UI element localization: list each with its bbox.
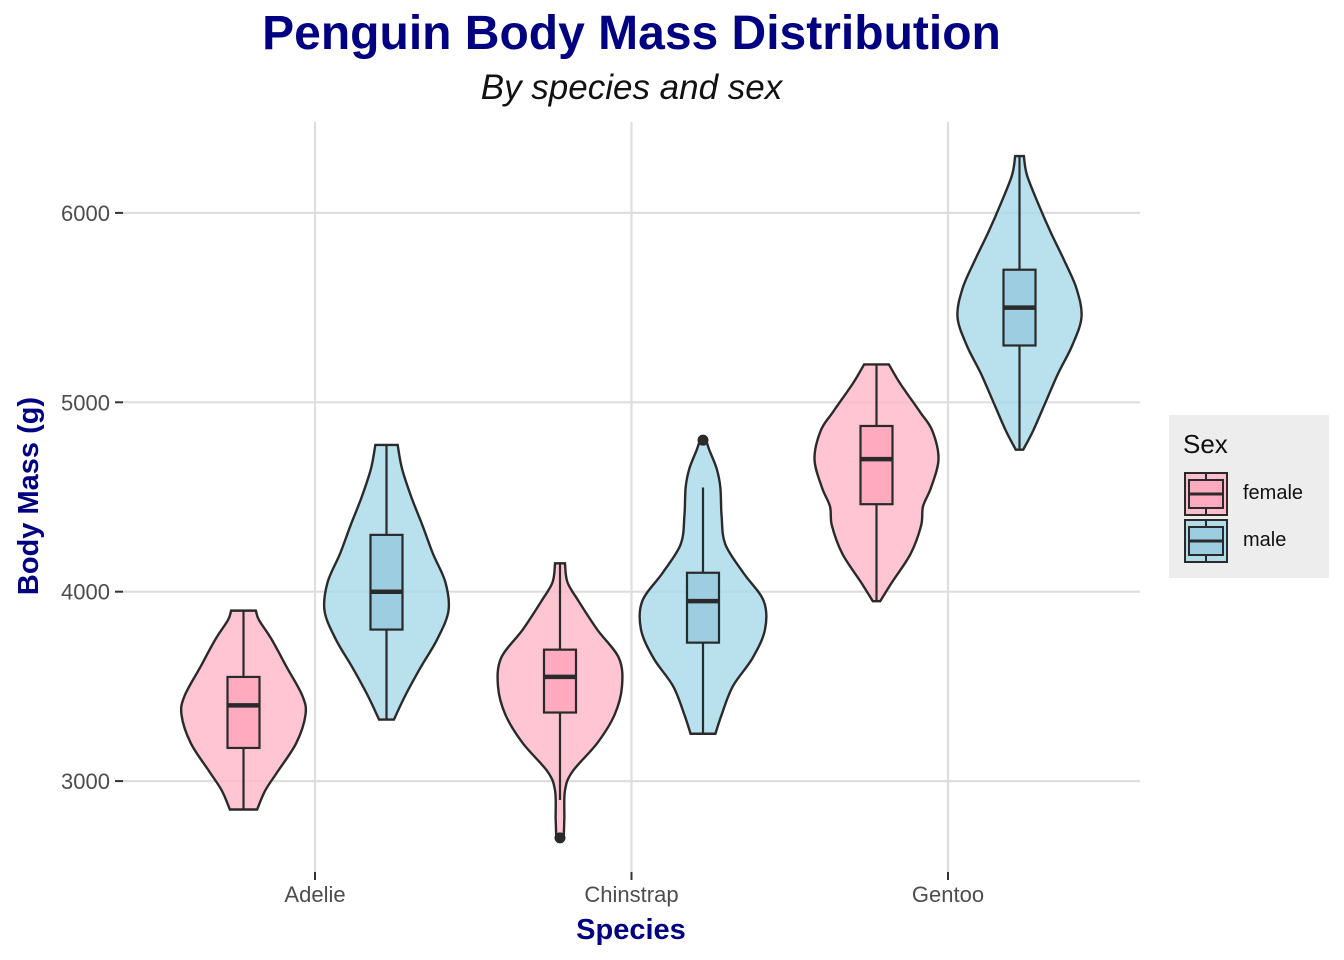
legend-label-male: male [1243, 529, 1287, 551]
y-tick-label: 4000 [61, 580, 110, 605]
y-tick-label: 5000 [61, 390, 110, 415]
y-axis: 3000 4000 5000 6000 [61, 201, 123, 794]
legend-title: Sex [1183, 429, 1228, 459]
box-adelie-female [226, 675, 261, 750]
legend: Sex female male [1169, 415, 1329, 578]
legend-label-female: female [1243, 482, 1304, 504]
legend-key-male [1184, 519, 1228, 563]
grid-lines [123, 122, 1140, 872]
box-gentoo-female [859, 424, 894, 506]
chart-title: Penguin Body Mass Distribution [262, 7, 1001, 60]
legend-item-male: male [1184, 519, 1324, 563]
legend-item-female: female [1184, 472, 1324, 516]
y-tick-label: 6000 [61, 201, 110, 226]
box-layer [226, 156, 1037, 844]
y-axis-title: Body Mass (g) [13, 397, 45, 595]
x-tick-label: Chinstrap [584, 882, 678, 907]
box-chinstrap-male [685, 571, 721, 644]
x-axis: Adelie Chinstrap Gentoo [284, 872, 984, 907]
box-adelie-male [369, 533, 404, 631]
box-chinstrap-female [542, 648, 578, 714]
legend-key-female [1184, 472, 1228, 516]
x-tick-label: Adelie [284, 882, 345, 907]
outlier-point [554, 832, 566, 844]
outlier-point [697, 434, 709, 446]
x-axis-title: Species [576, 914, 686, 946]
y-tick-label: 3000 [61, 769, 110, 794]
chart-subtitle: By species and sex [480, 68, 783, 107]
x-tick-label: Gentoo [912, 882, 984, 907]
